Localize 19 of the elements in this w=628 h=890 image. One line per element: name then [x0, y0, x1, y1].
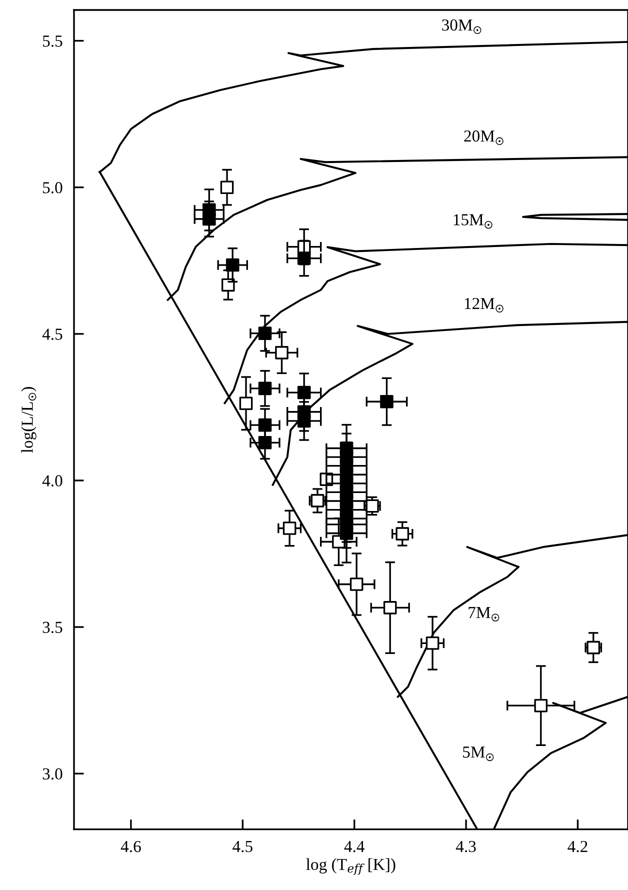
x-tick-label: 4.2: [568, 840, 588, 852]
series-label: 7M$_{☉}$: [468, 607, 500, 622]
series-label: 12M$_{☉}$: [464, 298, 504, 312]
series-label: 5M$_{☉}$: [463, 746, 494, 762]
y-tick-label: 5.0: [43, 182, 62, 194]
series-label: 20M$_{☉}$: [464, 130, 504, 146]
x-tick-label: 4.3: [456, 840, 476, 852]
x-tick-label: 4.6: [120, 840, 141, 852]
x-axis-title: log (T$_{eff}$ [K]): [306, 858, 396, 875]
y-tick-label: 3.0: [42, 768, 62, 780]
y-tick-label: 3.5: [42, 622, 62, 634]
y-tick-label: 4.5: [42, 328, 62, 340]
y-tick-label: 5.5: [43, 36, 62, 47]
x-tick-label: 4.4: [344, 841, 365, 852]
series-label: 30M$_{☉}$: [442, 19, 482, 34]
y-tick-label: 4.0: [42, 475, 62, 486]
y-axis-title: log(L/L$_{☉}$): [21, 387, 36, 453]
x-tick-label: 4.5: [232, 841, 252, 852]
series-label: 15M$_{☉}$: [454, 214, 492, 229]
